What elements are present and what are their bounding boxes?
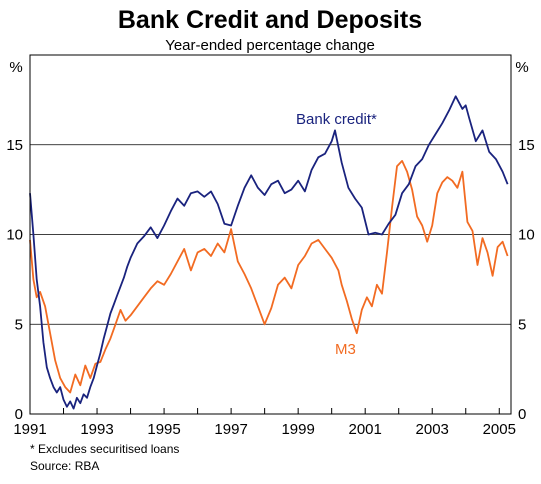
x-tick-2003: 2003 (416, 421, 449, 438)
series-line-m3 (29, 160, 509, 394)
x-tick-2005: 2005 (483, 421, 516, 438)
source-note: Source: RBA (30, 459, 99, 473)
y-tick-right-5: 5 (518, 316, 526, 333)
y-axis-unit-left: % (9, 59, 22, 76)
y-tick-left-10: 10 (6, 227, 23, 244)
plot-frame (29, 54, 512, 415)
bank-credit-label: Bank credit* (296, 111, 377, 128)
axis-ticks: 0 0 5 5 10 10 15 15 1991 1993 1995 1997 1999 2001 2003… (6, 137, 534, 438)
y-tick-left-5: 5 (15, 316, 23, 333)
chart-title: Bank Credit and Deposits (118, 6, 422, 34)
m3-label: M3 (335, 341, 356, 358)
y-tick-right-10: 10 (518, 227, 535, 244)
chart-subtitle: Year-ended percentage change (165, 37, 375, 54)
x-tick-1995: 1995 (147, 421, 180, 438)
x-tick-1993: 1993 (80, 421, 113, 438)
x-tick-1997: 1997 (214, 421, 247, 438)
series-line-bank_credit (29, 95, 509, 410)
y-tick-right-15: 15 (518, 137, 535, 154)
x-tick-2001: 2001 (349, 421, 382, 438)
y-tick-left-15: 15 (6, 137, 23, 154)
footnote: * Excludes securitised loans (30, 442, 179, 456)
y-tick-left-0: 0 (15, 406, 23, 423)
series-lines (29, 95, 509, 410)
x-tick-1991: 1991 (13, 421, 46, 438)
y-axis-unit-right: % (515, 59, 528, 76)
gridlines (30, 144, 511, 325)
y-tick-right-0: 0 (518, 406, 526, 423)
x-tick-1999: 1999 (281, 421, 314, 438)
